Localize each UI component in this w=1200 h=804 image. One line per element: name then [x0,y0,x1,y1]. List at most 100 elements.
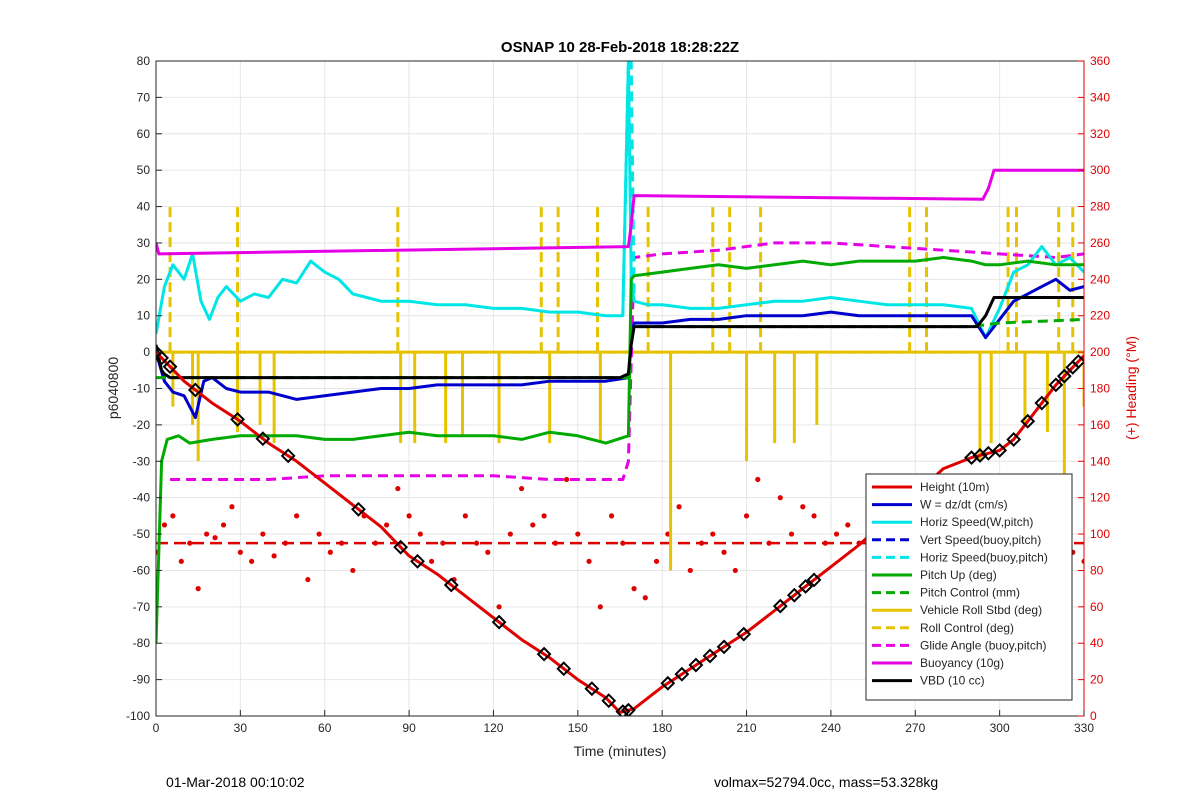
legend-label-roll_ctrl: Roll Control (deg) [920,621,1014,635]
heading-point [665,531,671,537]
heading-point [282,540,288,546]
heading-point [552,540,558,546]
heading-point [339,540,345,546]
heading-point [383,522,390,528]
heading-point [212,535,218,541]
heading-point [653,558,660,564]
heading-point [845,522,851,528]
height-marker [1034,395,1050,411]
legend-label-pitch_ctrl: Pitch Control (mm) [920,586,1020,600]
height-marker [688,657,704,673]
legend-label-height: Height (10m) [920,480,989,494]
y2-tick-label: 60 [1090,600,1104,614]
heading-point [440,540,446,546]
y-tick-label: 20 [137,272,151,286]
x-tick-label: 210 [737,721,757,735]
heading-point [755,476,761,483]
heading-point [563,476,570,483]
heading-point [1081,558,1084,564]
heading-point [777,495,783,501]
y2-tick-label: 180 [1090,382,1110,396]
height-marker [536,646,552,662]
height-marker [736,626,752,642]
heading-point [597,604,603,610]
legend-label-vert_buoy: Vert Speed(buoy,pitch) [920,533,1041,547]
x-tick-label: 120 [483,721,503,735]
height-marker [230,412,245,427]
y-tick-label: 70 [137,90,151,104]
plot-area [156,61,1084,716]
height-marker [980,445,996,461]
y2-tick-label: 260 [1090,236,1110,250]
heading-point [518,485,525,492]
height-marker [187,382,203,398]
height-marker [621,702,636,716]
y2-tick-label: 120 [1090,491,1110,505]
y-tick-label: 60 [137,127,151,141]
y-tick-label: 50 [137,163,151,177]
chart-title: OSNAP 10 28-Feb-2018 18:28:22Z [501,39,739,56]
legend-label-glide: Glide Angle (buoy,pitch) [920,638,1047,652]
legend-label-buoyancy: Buoyancy (10g) [920,656,1004,670]
x-tick-label: 150 [568,721,588,735]
heading-point [676,504,682,510]
heading-point [271,553,277,559]
heading-point [417,531,423,537]
y-axis-label: p6040800 [105,357,121,420]
heading-point [170,513,176,519]
heading-point [260,531,266,537]
series-line-vbd [156,296,1084,380]
heading-point [496,604,502,610]
y-tick-label: 30 [137,236,151,250]
x-tick-label: 30 [234,721,248,735]
heading-point [316,531,322,537]
height-marker [410,553,425,569]
height-marker [1020,413,1036,429]
heading-point [187,540,193,546]
heading-point [195,586,201,592]
height-marker [156,344,164,360]
y2-tick-label: 200 [1090,345,1110,359]
x-tick-label: 240 [821,721,841,735]
x-tick-label: 180 [652,721,672,735]
heading-point [462,513,468,519]
height-marker [1056,368,1072,384]
y2-tick-label: 320 [1090,127,1110,141]
legend: Height (10m) W = dz/dt (cm/s) Horiz Speed(… [865,473,1073,701]
heading-point [327,549,333,555]
footer-right: volmax=52794.0cc, mass=53.328kg [714,774,939,790]
y2-tick-label: 220 [1090,309,1110,323]
y-tick-label: -40 [133,491,151,505]
heading-point [642,595,648,601]
heading-point [833,531,840,537]
legend-label-pitch_up: Pitch Up (deg) [920,568,997,582]
height-marker [601,693,617,709]
heading-point [710,531,716,537]
heading-point [541,513,547,519]
height-marker [1006,432,1022,447]
heading-point [811,513,817,519]
height-marker [162,359,178,375]
heading-point [620,540,626,546]
height-marker [351,501,366,517]
heading-point [229,504,235,510]
heading-point [237,549,243,555]
height-marker [992,442,1008,458]
legend-label-horiz_w: Horiz Speed(W,pitch) [920,515,1033,529]
y2-tick-label: 100 [1090,527,1110,541]
legend-label-roll: Vehicle Roll Stbd (deg) [920,603,1042,617]
height-marker [280,448,296,464]
series-line-glide [170,241,1084,481]
y2-tick-label: 20 [1090,673,1104,687]
height-marker [772,598,788,614]
heading-point [586,558,592,564]
height-marker [702,648,718,664]
series-line-horiz_w [156,61,1084,340]
heading-point [220,522,227,528]
y2-axis-label: (+) Heading (°M) [1123,336,1139,440]
height-marker [443,577,459,593]
y-tick-label: -70 [133,600,151,614]
legend-label-w: W = dz/dt (cm/s) [920,498,1008,512]
y2-tick-label: 300 [1090,163,1110,177]
